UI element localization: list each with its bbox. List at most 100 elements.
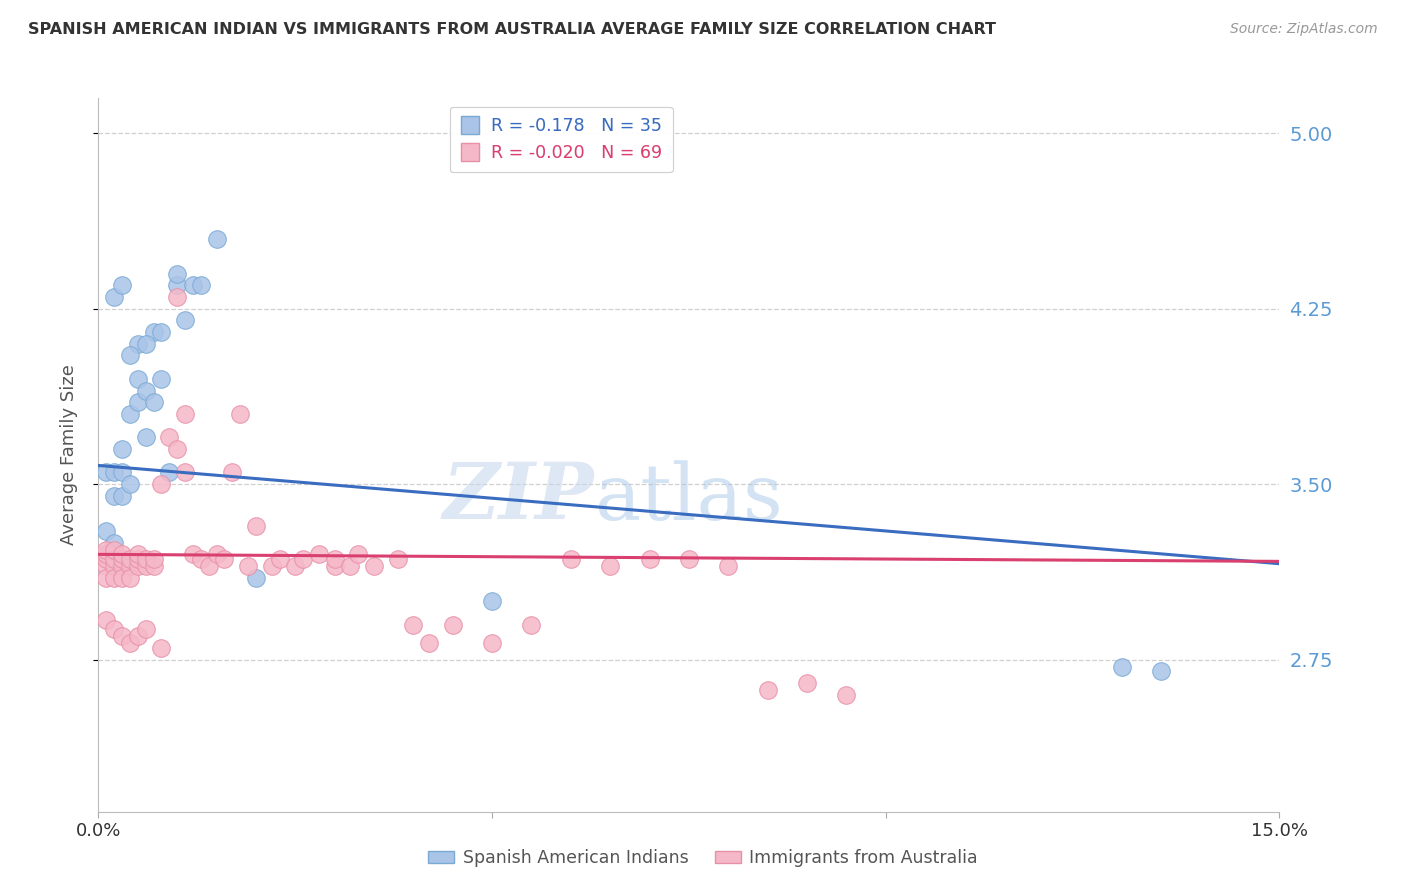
Point [127, 336, 149, 351]
Point [835, 688, 858, 702]
Point [135, 336, 157, 351]
Point [190, 278, 212, 293]
Point [260, 559, 283, 574]
Point [127, 629, 149, 643]
Point [127, 552, 149, 566]
Point [96, 547, 118, 561]
Point [347, 547, 370, 561]
Point [174, 466, 197, 480]
Point [135, 430, 157, 444]
Point [142, 559, 165, 574]
Point [111, 278, 134, 293]
Point [96, 559, 118, 574]
Point [118, 552, 141, 566]
Point [308, 547, 330, 561]
Text: ZIP: ZIP [443, 459, 595, 536]
Point [418, 636, 440, 650]
Legend: Spanish American Indians, Immigrants from Australia: Spanish American Indians, Immigrants fro… [422, 843, 984, 874]
Point [150, 325, 173, 339]
Point [717, 559, 740, 574]
Point [111, 552, 134, 566]
Point [96, 524, 118, 538]
Text: SPANISH AMERICAN INDIAN VS IMMIGRANTS FROM AUSTRALIA AVERAGE FAMILY SIZE CORRELA: SPANISH AMERICAN INDIAN VS IMMIGRANTS FR… [28, 22, 995, 37]
Point [1111, 659, 1133, 673]
Y-axis label: Average Family Size: Average Family Size [59, 365, 77, 545]
Point [599, 559, 621, 574]
Point [127, 559, 149, 574]
Point [292, 552, 315, 566]
Point [96, 547, 118, 561]
Point [339, 559, 361, 574]
Point [103, 535, 125, 549]
Point [221, 466, 243, 480]
Point [135, 622, 157, 636]
Point [103, 466, 125, 480]
Point [157, 430, 180, 444]
Point [174, 313, 197, 327]
Point [520, 617, 543, 632]
Point [118, 477, 141, 491]
Point [190, 552, 212, 566]
Point [323, 552, 346, 566]
Point [118, 559, 141, 574]
Point [142, 395, 165, 409]
Point [103, 552, 125, 566]
Point [245, 571, 267, 585]
Point [118, 636, 141, 650]
Text: Source: ZipAtlas.com: Source: ZipAtlas.com [1230, 22, 1378, 37]
Point [111, 466, 134, 480]
Point [111, 629, 134, 643]
Point [103, 290, 125, 304]
Point [205, 231, 228, 245]
Point [96, 552, 118, 566]
Point [96, 542, 118, 557]
Point [103, 571, 125, 585]
Point [481, 636, 503, 650]
Point [402, 617, 425, 632]
Point [678, 552, 700, 566]
Point [96, 613, 118, 627]
Point [96, 466, 118, 480]
Point [245, 519, 267, 533]
Point [756, 683, 779, 698]
Point [142, 552, 165, 566]
Point [197, 559, 219, 574]
Point [166, 267, 188, 281]
Point [441, 617, 464, 632]
Point [638, 552, 661, 566]
Text: atlas: atlas [595, 460, 783, 535]
Point [111, 547, 134, 561]
Point [111, 442, 134, 456]
Point [481, 594, 503, 608]
Point [150, 640, 173, 655]
Point [181, 278, 204, 293]
Point [118, 349, 141, 363]
Point [181, 547, 204, 561]
Point [560, 552, 582, 566]
Point [127, 372, 149, 386]
Point [174, 407, 197, 421]
Point [135, 559, 157, 574]
Point [387, 552, 409, 566]
Point [284, 559, 307, 574]
Point [118, 571, 141, 585]
Point [103, 559, 125, 574]
Point [111, 559, 134, 574]
Point [214, 552, 236, 566]
Point [796, 676, 818, 690]
Point [323, 559, 346, 574]
Point [150, 372, 173, 386]
Point [166, 278, 188, 293]
Point [135, 552, 157, 566]
Point [205, 547, 228, 561]
Point [269, 552, 291, 566]
Point [1150, 665, 1173, 679]
Point [103, 622, 125, 636]
Point [166, 442, 188, 456]
Point [127, 547, 149, 561]
Point [363, 559, 385, 574]
Point [229, 407, 252, 421]
Point [135, 384, 157, 398]
Point [236, 559, 259, 574]
Legend: R = -0.178   N = 35, R = -0.020   N = 69: R = -0.178 N = 35, R = -0.020 N = 69 [450, 107, 673, 172]
